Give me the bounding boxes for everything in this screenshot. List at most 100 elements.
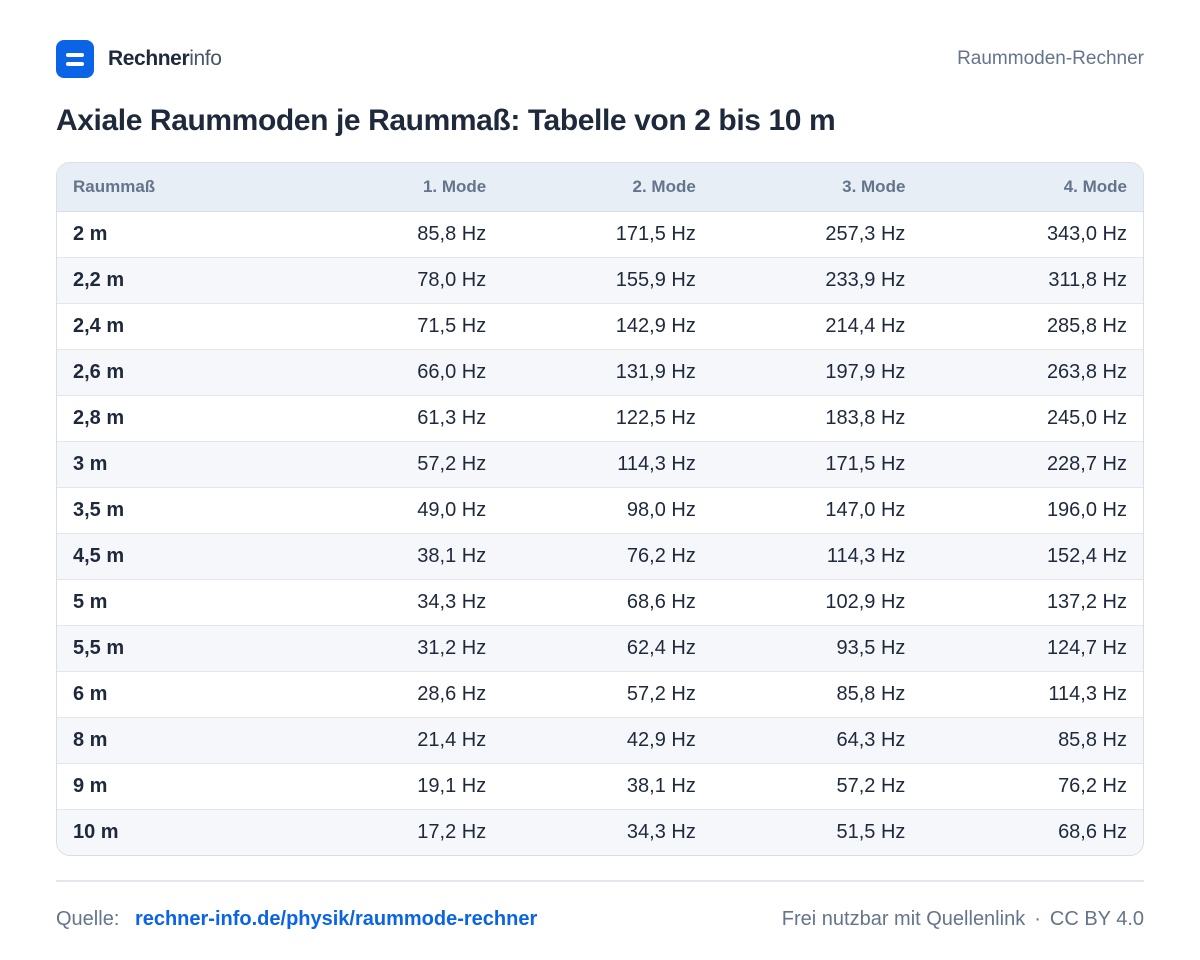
mode-frequency-cell: 155,9 Hz xyxy=(502,256,712,303)
page-header: Rechnerinfo Raummoden-Rechner xyxy=(56,40,1144,78)
mode-frequency-cell: 38,1 Hz xyxy=(502,762,712,809)
page-footer: Quelle: rechner-info.de/physik/raummode-… xyxy=(56,902,1144,936)
mode-frequency-cell: 171,5 Hz xyxy=(711,440,922,487)
table-row: 9 m 19,1 Hz 38,1 Hz 57,2 Hz 76,2 Hz xyxy=(57,762,1143,809)
mode-frequency-cell: 142,9 Hz xyxy=(502,302,712,349)
footer-divider xyxy=(56,880,1144,882)
mode-frequency-cell: 263,8 Hz xyxy=(921,348,1143,395)
mode-frequency-cell: 233,9 Hz xyxy=(711,256,922,303)
mode-frequency-cell: 311,8 Hz xyxy=(921,256,1143,303)
mode-frequency-cell: 57,2 Hz xyxy=(317,440,503,487)
room-dimension-cell: 4,5 m xyxy=(57,532,318,579)
mode-frequency-cell: 114,3 Hz xyxy=(502,440,712,487)
room-dimension-cell: 9 m xyxy=(57,762,318,809)
column-header: 2. Mode xyxy=(502,163,712,212)
table-row: 4,5 m 38,1 Hz 76,2 Hz 114,3 Hz 152,4 Hz xyxy=(57,532,1143,579)
room-dimension-cell: 2,4 m xyxy=(57,302,318,349)
mode-frequency-cell: 78,0 Hz xyxy=(317,256,503,303)
mode-frequency-cell: 49,0 Hz xyxy=(317,486,503,533)
mode-frequency-cell: 171,5 Hz xyxy=(615,222,696,245)
mode-frequency-cell: 257,3 Hz xyxy=(825,222,906,245)
mode-frequency-cell: 196,0 Hz xyxy=(921,486,1143,533)
mode-frequency-cell: 183,8 Hz xyxy=(711,394,922,441)
mode-frequency-cell: 57,2 Hz xyxy=(711,762,922,809)
mode-frequency-cell: 102,9 Hz xyxy=(711,578,922,625)
table-row: 5 m 34,3 Hz 68,6 Hz 102,9 Hz 137,2 Hz xyxy=(57,578,1143,625)
mode-frequency-cell: 19,1 Hz xyxy=(317,762,503,809)
table-header-row: Raummaß 1. Mode 2. Mode 3. Mode 4. Mode xyxy=(57,163,1143,212)
room-dimension-cell: 5,5 m xyxy=(57,624,318,671)
mode-frequency-cell: 61,3 Hz xyxy=(317,394,503,441)
mode-frequency-cell: 85,8 Hz xyxy=(711,670,922,717)
room-dimension-cell: 8 m xyxy=(57,716,318,763)
mode-frequency-cell: 147,0 Hz xyxy=(711,486,922,533)
room-modes-table: Raummaß 1. Mode 2. Mode 3. Mode 4. Mode 2 m 8… xyxy=(57,163,1143,855)
mode-frequency-cell: 131,9 Hz xyxy=(502,348,712,395)
mode-frequency-cell: 137,2 Hz xyxy=(921,578,1143,625)
room-dimension-cell: 2,6 m xyxy=(57,348,318,395)
brand-name: Rechnerinfo xyxy=(108,47,222,71)
column-header: 3. Mode xyxy=(711,163,922,212)
mode-frequency-cell: 31,2 Hz xyxy=(317,624,503,671)
mode-frequency-cell: 114,3 Hz xyxy=(921,670,1143,717)
mode-frequency-cell: 34,3 Hz xyxy=(502,808,712,855)
mode-frequency-cell: 122,5 Hz xyxy=(502,394,712,441)
page-title: Axiale Raummoden je Raummaß: Tabelle von… xyxy=(56,104,836,137)
mode-frequency-cell: 57,2 Hz xyxy=(502,670,712,717)
room-dimension-cell: 6 m xyxy=(57,670,318,717)
mode-frequency-cell: 76,2 Hz xyxy=(502,532,712,579)
room-dimension-cell: 3 m xyxy=(57,440,318,487)
table-row: 2 m 85,8 Hz 171,5 Hz 257,3 Hz 343,0 Hz xyxy=(57,211,1143,257)
mode-frequency-cell: 62,4 Hz xyxy=(502,624,712,671)
mode-frequency-cell: 34,3 Hz xyxy=(317,578,503,625)
mode-frequency-cell: 66,0 Hz xyxy=(317,348,503,395)
column-header: 1. Mode xyxy=(317,163,503,212)
license-info: Frei nutzbar mit Quellenlink · CC BY 4.0 xyxy=(782,908,1144,931)
brand-name-bold: Rechner xyxy=(108,47,190,70)
mode-frequency-cell: 228,7 Hz xyxy=(921,440,1143,487)
mode-frequency-cell: 28,6 Hz xyxy=(317,670,503,717)
rechnerinfo-logo-icon xyxy=(56,40,94,78)
room-modes-table-card: Raummaß 1. Mode 2. Mode 3. Mode 4. Mode 2 m 8… xyxy=(56,162,1144,856)
source-link[interactable]: rechner-info.de/physik/raummode-rechner xyxy=(134,907,538,930)
room-dimension-cell: 2 m xyxy=(73,222,108,245)
mode-frequency-cell: 76,2 Hz xyxy=(921,762,1143,809)
source-label: Quelle: xyxy=(56,907,120,930)
mode-frequency-cell: 85,8 Hz xyxy=(417,222,487,245)
room-dimension-cell: 5 m xyxy=(57,578,318,625)
table-row: 5,5 m 31,2 Hz 62,4 Hz 93,5 Hz 124,7 Hz xyxy=(57,624,1143,671)
license-separator: · xyxy=(1034,907,1041,930)
column-header: Raummaß xyxy=(57,163,318,212)
mode-frequency-cell: 124,7 Hz xyxy=(921,624,1143,671)
mode-frequency-cell: 85,8 Hz xyxy=(921,716,1143,763)
mode-frequency-cell: 17,2 Hz xyxy=(317,808,503,855)
brand-name-light: info xyxy=(189,47,222,70)
mode-frequency-cell: 152,4 Hz xyxy=(921,532,1143,579)
brand[interactable]: Rechnerinfo xyxy=(56,40,222,78)
table-row: 2,4 m 71,5 Hz 142,9 Hz 214,4 Hz 285,8 Hz xyxy=(57,302,1143,349)
mode-frequency-cell: 21,4 Hz xyxy=(317,716,503,763)
calculator-name: Raummoden-Rechner xyxy=(957,48,1144,69)
table-row: 2,6 m 66,0 Hz 131,9 Hz 197,9 Hz 263,8 Hz xyxy=(57,348,1143,395)
mode-frequency-cell: 197,9 Hz xyxy=(711,348,922,395)
room-dimension-cell: 2,2 m xyxy=(57,256,318,303)
table-row: 6 m 28,6 Hz 57,2 Hz 85,8 Hz 114,3 Hz xyxy=(57,670,1143,717)
mode-frequency-cell: 343,0 Hz xyxy=(1046,222,1127,245)
mode-frequency-cell: 114,3 Hz xyxy=(711,532,922,579)
table-row: 8 m 21,4 Hz 42,9 Hz 64,3 Hz 85,8 Hz xyxy=(57,716,1143,763)
room-dimension-cell: 2,8 m xyxy=(57,394,318,441)
table-row: 2,2 m 78,0 Hz 155,9 Hz 233,9 Hz 311,8 Hz xyxy=(57,256,1143,303)
table-row: 10 m 17,2 Hz 34,3 Hz 51,5 Hz 68,6 Hz xyxy=(57,808,1143,855)
mode-frequency-cell: 285,8 Hz xyxy=(921,302,1143,349)
license-note: Frei nutzbar mit Quellenlink xyxy=(781,907,1026,930)
mode-frequency-cell: 64,3 Hz xyxy=(711,716,922,763)
mode-frequency-cell: 214,4 Hz xyxy=(711,302,922,349)
room-dimension-cell: 10 m xyxy=(57,808,318,855)
column-header: 4. Mode xyxy=(921,163,1143,212)
table-row: 3,5 m 49,0 Hz 98,0 Hz 147,0 Hz 196,0 Hz xyxy=(57,486,1143,533)
table-row: 3 m 57,2 Hz 114,3 Hz 171,5 Hz 228,7 Hz xyxy=(57,440,1143,487)
mode-frequency-cell: 68,6 Hz xyxy=(921,808,1143,855)
mode-frequency-cell: 93,5 Hz xyxy=(711,624,922,671)
mode-frequency-cell: 245,0 Hz xyxy=(921,394,1143,441)
license-name: CC BY 4.0 xyxy=(1049,907,1144,930)
